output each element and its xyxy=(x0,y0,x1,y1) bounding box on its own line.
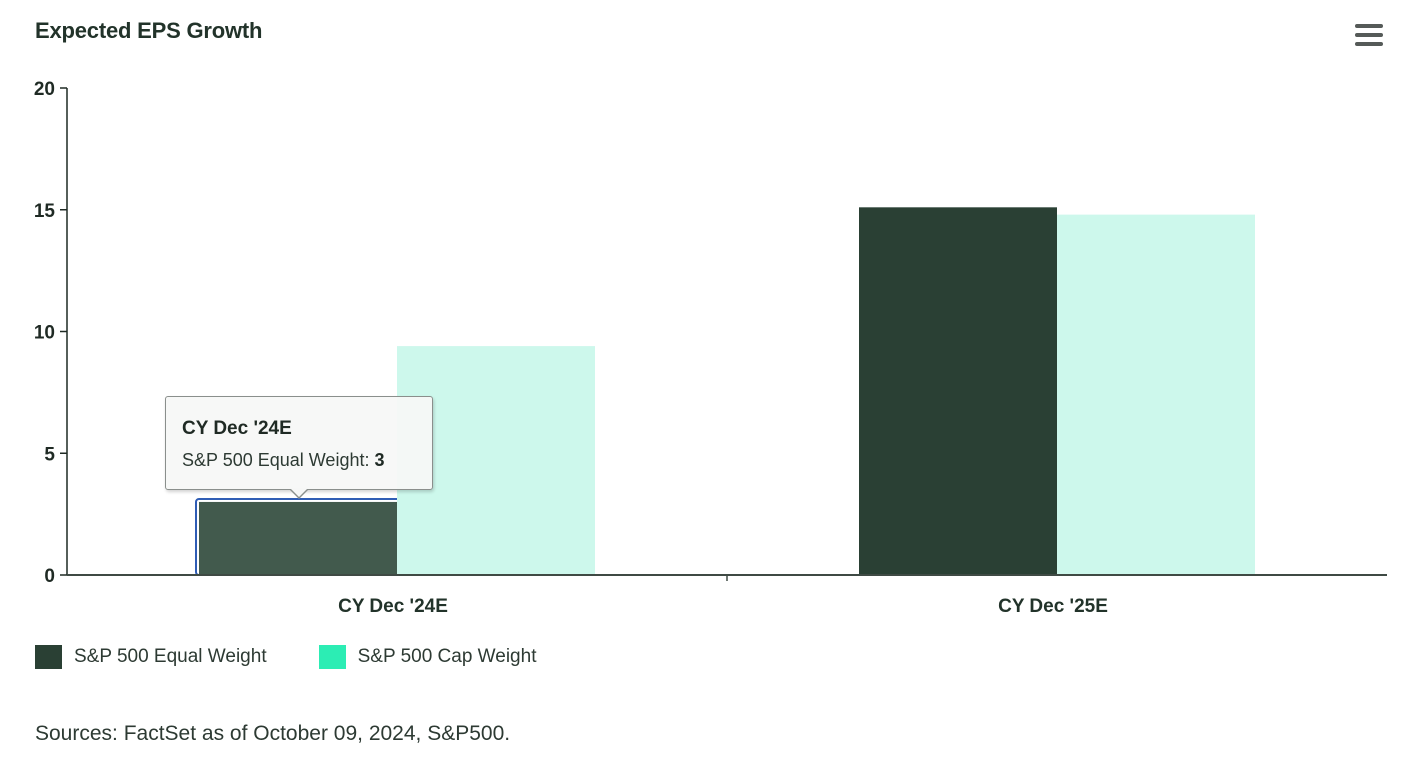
chart-title: Expected EPS Growth xyxy=(35,18,263,43)
tooltip-title: CY Dec '24E xyxy=(182,418,292,439)
legend-label: S&P 500 Equal Weight xyxy=(74,646,267,667)
legend-item-cap-weight[interactable]: S&P 500 Cap Weight xyxy=(318,645,537,669)
legend-label: S&P 500 Cap Weight xyxy=(357,646,537,667)
legend-swatch xyxy=(35,645,62,669)
tooltip-pointer xyxy=(289,488,309,499)
legend-swatch xyxy=(318,645,346,669)
tooltip-value: 3 xyxy=(374,450,385,470)
legend-item-equal-weight[interactable]: S&P 500 Equal Weight xyxy=(35,645,267,669)
y-axis: 0 5 10 15 20 xyxy=(34,79,68,587)
y-tick-label: 10 xyxy=(34,323,55,344)
sources-note: Sources: FactSet as of October 09, 2024,… xyxy=(35,722,511,745)
menu-line xyxy=(1355,24,1383,28)
bar-chart: 0 5 10 15 20 CY Dec '24E CY Dec '25E xyxy=(34,79,1387,617)
y-tick-label: 0 xyxy=(44,566,55,587)
chart-tooltip: CY Dec '24E S&P 500 Equal Weight: 3 xyxy=(165,396,433,499)
hamburger-menu-icon[interactable] xyxy=(1352,22,1386,50)
bar[interactable] xyxy=(859,207,1057,575)
menu-line xyxy=(1355,33,1383,37)
y-tick-label: 15 xyxy=(34,201,56,222)
y-tick-label: 5 xyxy=(44,444,55,465)
menu-line xyxy=(1355,42,1383,46)
tooltip-series-label: S&P 500 Equal Weight: xyxy=(182,450,375,470)
x-category-label: CY Dec '25E xyxy=(998,596,1108,617)
bars[interactable] xyxy=(195,207,1255,577)
y-tick-label: 20 xyxy=(34,79,55,100)
x-category-label: CY Dec '24E xyxy=(338,596,448,617)
x-axis: CY Dec '24E CY Dec '25E xyxy=(67,574,1387,617)
tooltip-line: S&P 500 Equal Weight: 3 xyxy=(182,449,416,471)
bar[interactable] xyxy=(1057,214,1255,575)
bar[interactable] xyxy=(199,501,397,575)
legend: S&P 500 Equal Weight S&P 500 Cap Weight xyxy=(35,645,588,669)
